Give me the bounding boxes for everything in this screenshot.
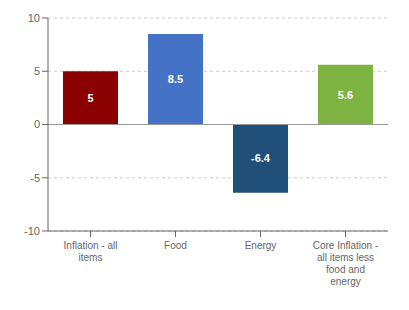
svg-text:8.5: 8.5 xyxy=(168,73,183,85)
svg-text:Energy: Energy xyxy=(245,240,277,251)
svg-text:5: 5 xyxy=(87,92,93,104)
svg-text:5: 5 xyxy=(34,65,40,77)
svg-text:-6.4: -6.4 xyxy=(251,152,271,164)
svg-text:10: 10 xyxy=(28,12,40,24)
svg-text:Core Inflation -all items less: Core Inflation -all items lessfood anden… xyxy=(313,240,379,287)
svg-text:Inflation - allitems: Inflation - allitems xyxy=(64,240,118,263)
svg-text:Food: Food xyxy=(164,240,187,251)
svg-text:-10: -10 xyxy=(24,225,40,237)
svg-text:0: 0 xyxy=(34,118,40,130)
svg-text:5.6: 5.6 xyxy=(338,89,353,101)
svg-text:-5: -5 xyxy=(30,172,40,184)
